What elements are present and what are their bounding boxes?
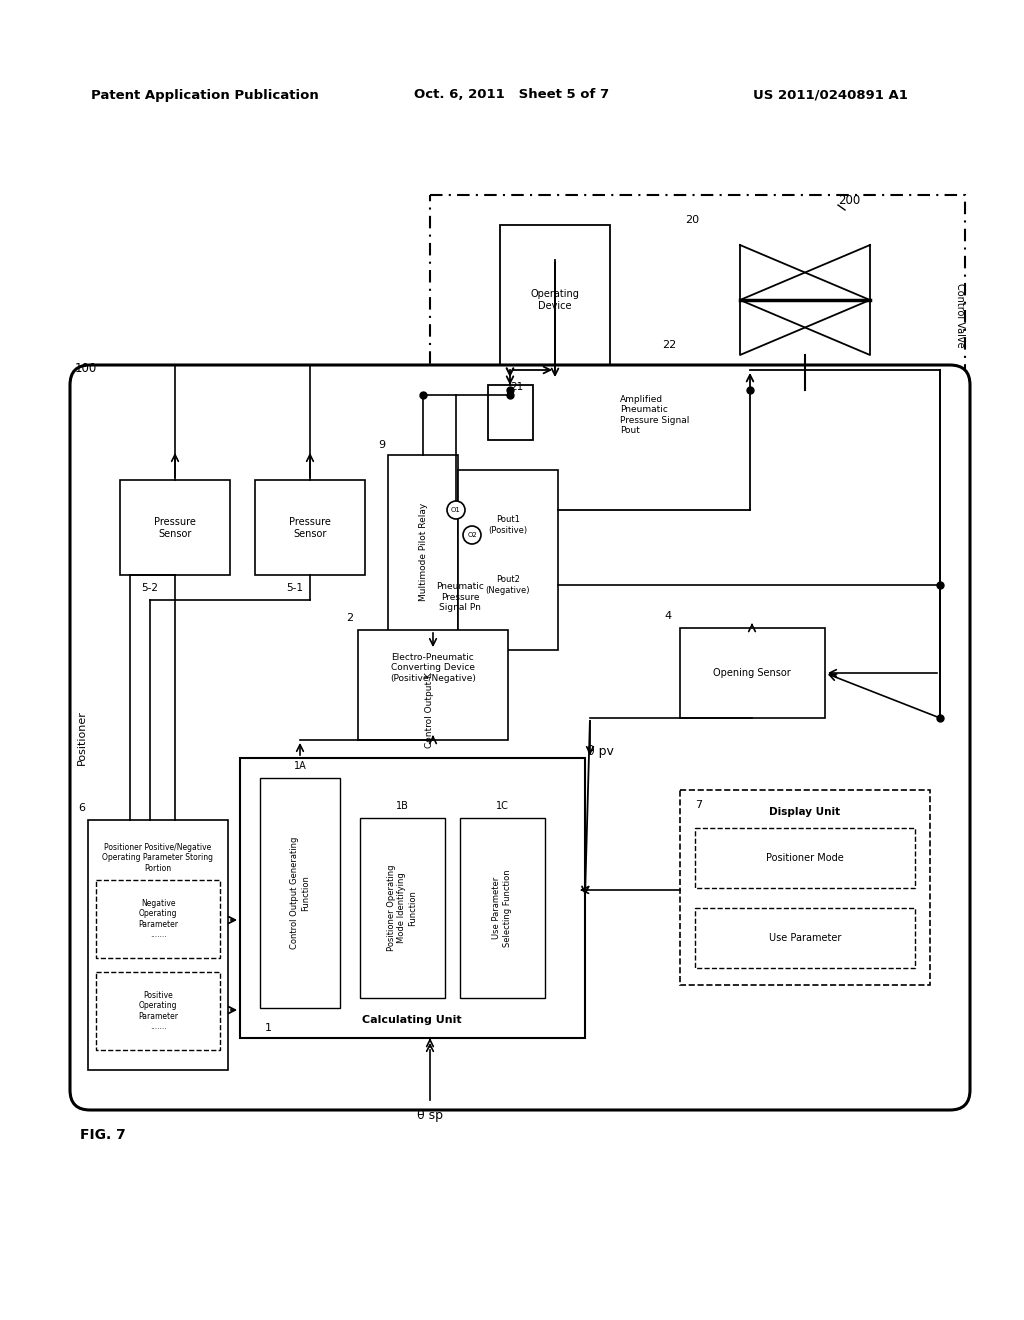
Text: Calculating Unit: Calculating Unit <box>362 1015 462 1026</box>
Text: Use Parameter: Use Parameter <box>769 933 841 942</box>
Text: Pneumatic
Pressure
Signal Pn: Pneumatic Pressure Signal Pn <box>436 582 484 612</box>
FancyBboxPatch shape <box>120 480 230 576</box>
Text: Control Output K: Control Output K <box>426 672 434 748</box>
Text: Control Output Generating
Function: Control Output Generating Function <box>290 837 309 949</box>
Text: Positive
Operating
Parameter
.......: Positive Operating Parameter ....... <box>138 991 178 1031</box>
FancyBboxPatch shape <box>88 820 228 1071</box>
Text: 1C: 1C <box>496 801 509 810</box>
Text: Positioner Operating
Mode Identifying
Function: Positioner Operating Mode Identifying Fu… <box>387 865 417 952</box>
Text: Opening Sensor: Opening Sensor <box>713 668 791 678</box>
Polygon shape <box>740 246 870 355</box>
Text: Operating
Device: Operating Device <box>530 289 580 310</box>
FancyBboxPatch shape <box>70 366 970 1110</box>
FancyBboxPatch shape <box>358 630 508 741</box>
FancyBboxPatch shape <box>695 908 915 968</box>
Text: 7: 7 <box>695 800 702 810</box>
Text: 20: 20 <box>685 215 699 224</box>
Text: 5-2: 5-2 <box>141 583 159 593</box>
Text: 1A: 1A <box>294 762 306 771</box>
Text: 200: 200 <box>838 194 860 206</box>
Circle shape <box>447 502 465 519</box>
Text: 2: 2 <box>346 612 353 623</box>
Text: Pressure
Sensor: Pressure Sensor <box>154 517 196 539</box>
Text: 5-1: 5-1 <box>287 583 303 593</box>
FancyBboxPatch shape <box>388 455 458 649</box>
Text: FIG. 7: FIG. 7 <box>80 1129 126 1142</box>
Text: 1B: 1B <box>395 801 409 810</box>
Text: Control Valve: Control Valve <box>955 282 965 347</box>
Circle shape <box>463 525 481 544</box>
FancyBboxPatch shape <box>488 385 534 440</box>
FancyBboxPatch shape <box>255 480 365 576</box>
FancyBboxPatch shape <box>240 758 585 1038</box>
Text: 4: 4 <box>665 611 672 620</box>
Text: Oct. 6, 2011   Sheet 5 of 7: Oct. 6, 2011 Sheet 5 of 7 <box>415 88 609 102</box>
Text: Negative
Operating
Parameter
.......: Negative Operating Parameter ....... <box>138 899 178 939</box>
FancyBboxPatch shape <box>680 789 930 985</box>
Text: Pressure
Sensor: Pressure Sensor <box>289 517 331 539</box>
Text: θ pv: θ pv <box>587 744 613 758</box>
FancyBboxPatch shape <box>430 195 965 436</box>
FancyBboxPatch shape <box>96 880 220 958</box>
Text: Display Unit: Display Unit <box>769 807 841 817</box>
Text: Multimode Pilot Relay: Multimode Pilot Relay <box>419 503 427 601</box>
Text: US 2011/0240891 A1: US 2011/0240891 A1 <box>753 88 907 102</box>
FancyBboxPatch shape <box>500 224 610 380</box>
Text: Positioner Mode: Positioner Mode <box>766 853 844 863</box>
Text: Positioner: Positioner <box>77 710 87 766</box>
Text: 100: 100 <box>75 362 97 375</box>
Text: 6: 6 <box>78 803 85 813</box>
Polygon shape <box>740 246 870 355</box>
FancyBboxPatch shape <box>360 818 445 998</box>
Text: 22: 22 <box>662 341 676 350</box>
Text: 1: 1 <box>265 1023 272 1034</box>
Text: Pout1
(Positive): Pout1 (Positive) <box>488 515 527 535</box>
FancyBboxPatch shape <box>695 828 915 888</box>
Text: O2: O2 <box>467 532 477 539</box>
Text: 9: 9 <box>378 440 385 450</box>
Text: Amplified
Pneumatic
Pressure Signal
Pout: Amplified Pneumatic Pressure Signal Pout <box>620 395 689 436</box>
FancyBboxPatch shape <box>458 470 558 649</box>
Text: Pout2
(Negative): Pout2 (Negative) <box>485 576 530 595</box>
FancyBboxPatch shape <box>460 818 545 998</box>
Text: Use Parameter
Selecting Function: Use Parameter Selecting Function <box>493 869 512 946</box>
Text: Patent Application Publication: Patent Application Publication <box>91 88 318 102</box>
FancyBboxPatch shape <box>96 972 220 1049</box>
Text: 21: 21 <box>510 381 523 392</box>
Text: θ sp: θ sp <box>417 1109 443 1122</box>
Text: Electro-Pneumatic
Converting Device
(Positive/Negative): Electro-Pneumatic Converting Device (Pos… <box>390 653 476 682</box>
FancyBboxPatch shape <box>260 777 340 1008</box>
Text: Positioner Positive/Negative
Operating Parameter Storing
Portion: Positioner Positive/Negative Operating P… <box>102 843 213 873</box>
FancyBboxPatch shape <box>680 628 825 718</box>
Text: O1: O1 <box>451 507 461 513</box>
